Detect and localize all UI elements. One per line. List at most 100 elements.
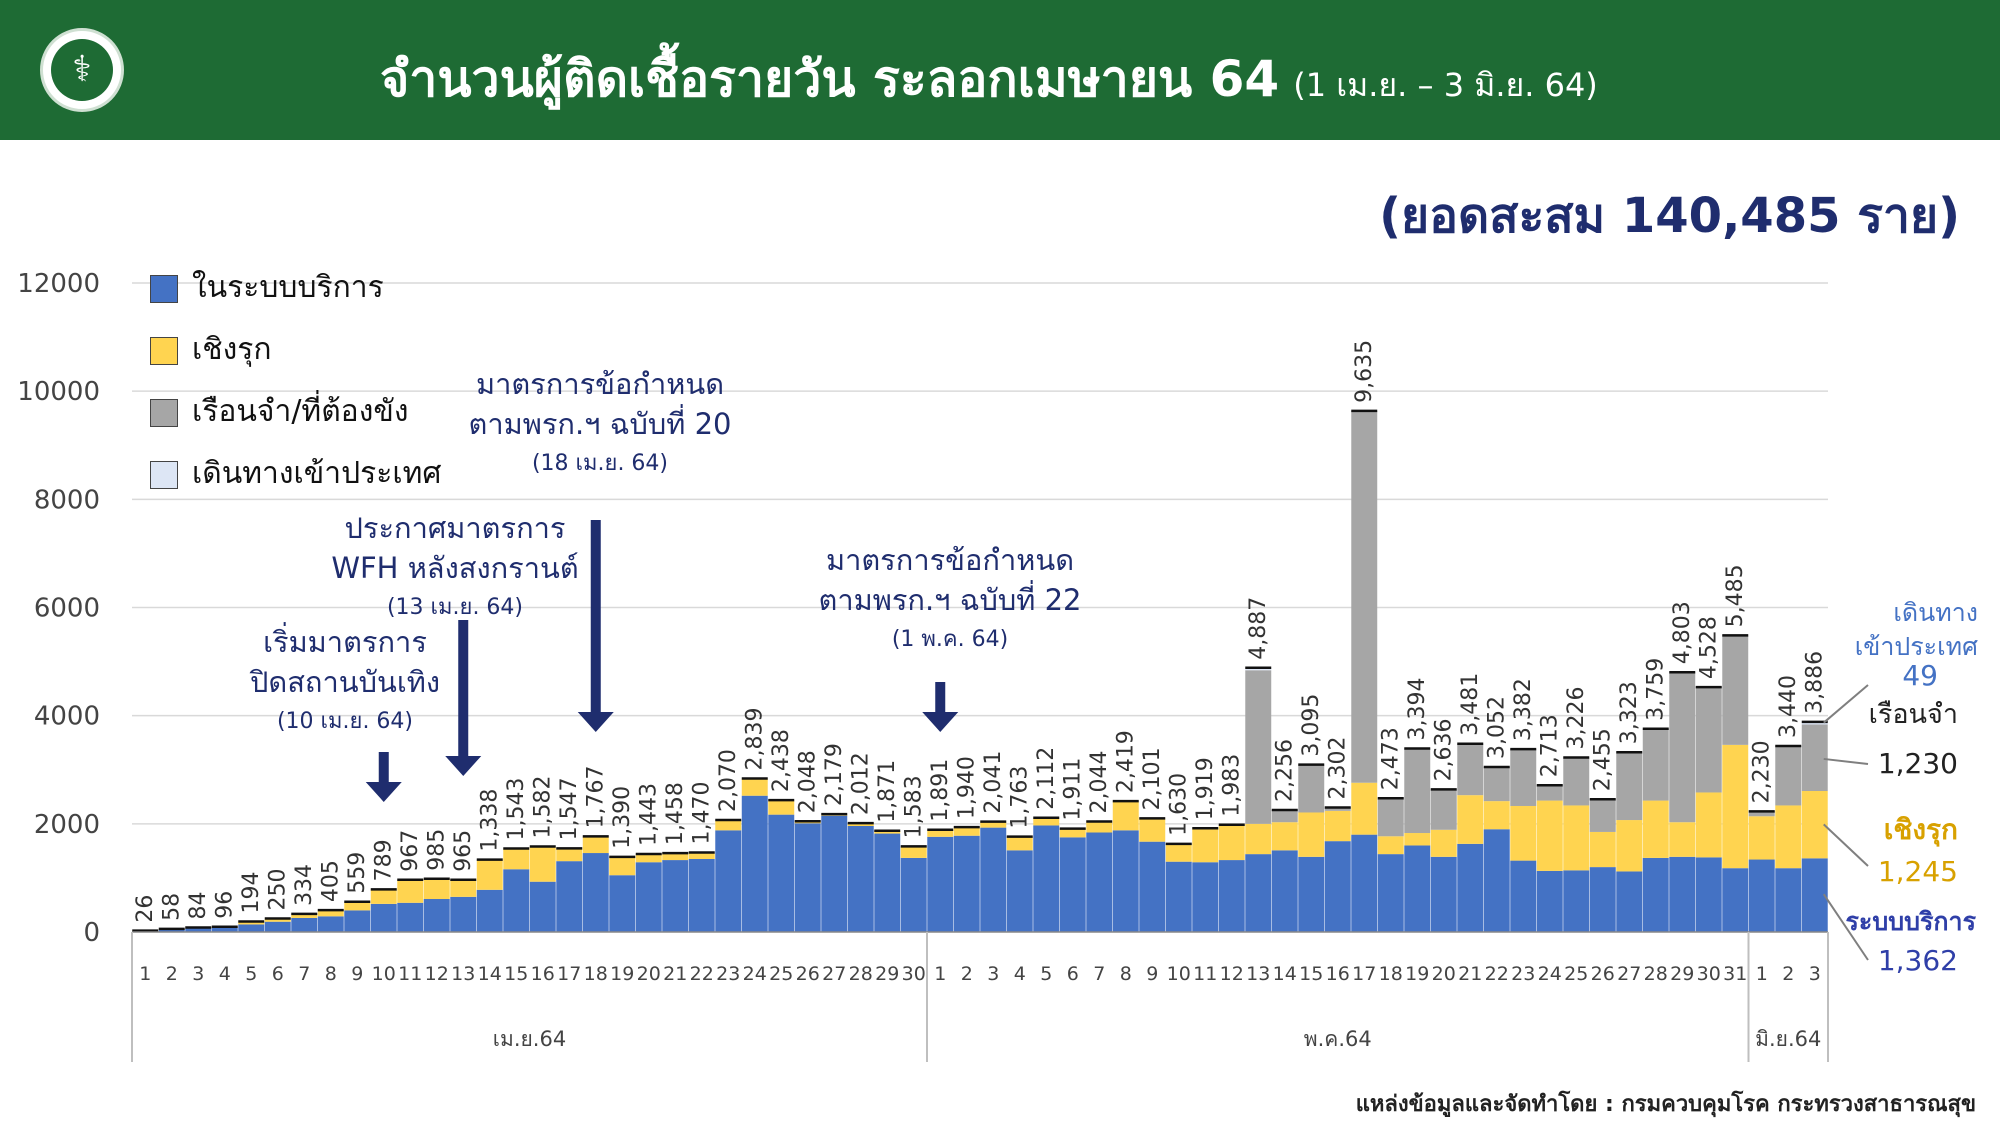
bar-segment-service bbox=[476, 889, 503, 932]
bar-segment-active bbox=[980, 821, 1007, 828]
bar-segment-service bbox=[874, 833, 901, 932]
bar-total-label: 2,302 bbox=[1326, 737, 1351, 800]
bar-segment-prison bbox=[1245, 670, 1272, 824]
x-tick-label: 14 bbox=[478, 963, 502, 985]
bar-segment-prison bbox=[1642, 728, 1669, 801]
bar-segment-service bbox=[238, 924, 265, 932]
legend-label-service: ในระบบบริการ bbox=[192, 270, 384, 305]
bar-segment-active bbox=[1086, 821, 1113, 833]
bar-segment-active bbox=[953, 827, 980, 836]
bar-segment-service bbox=[370, 903, 397, 932]
x-tick-label: 5 bbox=[245, 963, 257, 985]
x-tick-label: 9 bbox=[351, 963, 363, 985]
bar-segment-service bbox=[953, 835, 980, 932]
caduceus-icon: ⚕ bbox=[72, 49, 92, 90]
bar-total-label: 1,583 bbox=[902, 775, 927, 838]
annotation-date: (18 เม.ย. 64) bbox=[531, 451, 669, 476]
bar-segment-active bbox=[1218, 824, 1245, 861]
bar-total-label: 1,547 bbox=[557, 777, 582, 840]
bar-segment-prison bbox=[1536, 785, 1563, 801]
bar-segment-service bbox=[529, 881, 556, 932]
annotation-line: มาตรการข้อกำหนด bbox=[475, 367, 725, 401]
x-tick-label: 12 bbox=[425, 963, 449, 985]
bar-total-label: 559 bbox=[345, 852, 370, 894]
bar-total-label: 2,112 bbox=[1034, 747, 1059, 810]
bar-segment-active bbox=[1298, 812, 1325, 857]
bar-segment-prison bbox=[1563, 757, 1590, 806]
bar-segment-active bbox=[1059, 828, 1086, 838]
bar-segment-service bbox=[635, 862, 662, 932]
bar-total-label: 2,636 bbox=[1432, 718, 1457, 781]
bar-total-label: 1,871 bbox=[875, 760, 900, 823]
bar-segment-service bbox=[980, 827, 1007, 932]
bar-total-label: 967 bbox=[398, 830, 423, 872]
x-tick-label: 14 bbox=[1273, 963, 1297, 985]
bar-total-label: 1,582 bbox=[531, 775, 556, 838]
arrow-apr10-shaft bbox=[378, 752, 389, 784]
annotation-line: เริ่มมาตรการ bbox=[263, 625, 427, 659]
bar-segment-service bbox=[1483, 829, 1510, 932]
source-credit: แหล่งข้อมูลและจัดทำโดย : กรมควบคุมโรค กร… bbox=[1355, 1092, 1976, 1117]
x-tick-label: 26 bbox=[1591, 963, 1615, 985]
y-tick-label: 12000 bbox=[17, 269, 100, 299]
bar-segment-service bbox=[1457, 843, 1484, 932]
leader-active bbox=[1823, 823, 1869, 867]
y-tick-label: 6000 bbox=[34, 594, 100, 624]
bar-total-label: 2,713 bbox=[1538, 714, 1563, 777]
bar-segment-active bbox=[1510, 805, 1537, 861]
bar-segment-service bbox=[1139, 841, 1166, 932]
x-tick-label: 4 bbox=[1014, 963, 1026, 985]
legend-label-active: เชิงรุก bbox=[192, 332, 272, 367]
bar-total-label: 1,443 bbox=[637, 783, 662, 846]
month-label: พ.ค.64 bbox=[1304, 1027, 1372, 1051]
bar-segment-active bbox=[1669, 822, 1696, 857]
x-tick-label: 31 bbox=[1723, 963, 1747, 985]
bar-total-label: 2,839 bbox=[743, 707, 768, 770]
bar-segment-service bbox=[1430, 856, 1457, 932]
bar-total-label: 1,630 bbox=[1167, 773, 1192, 836]
annotation-decree-20: มาตรการข้อกำหนด ตามพรก.ฯ ฉบับที่ 20 (18 … bbox=[440, 364, 760, 484]
bar-segment-active bbox=[741, 778, 768, 796]
legend-label-prison: เรือนจำ/ที่ต้องขัง bbox=[192, 394, 409, 429]
bar-total-label: 2,455 bbox=[1591, 728, 1616, 791]
bar-segment-service bbox=[1722, 868, 1749, 932]
bar-segment-service bbox=[1589, 867, 1616, 932]
bar-segment-service bbox=[1404, 845, 1431, 932]
x-tick-label: 16 bbox=[1326, 963, 1350, 985]
bar-total-label: 334 bbox=[292, 864, 317, 906]
annotation-entertainment-closure: เริ่มมาตรการ ปิดสถานบันเทิง (10 เม.ย. 64… bbox=[230, 622, 460, 742]
bar-segment-active bbox=[1722, 744, 1749, 869]
x-tick-label: 25 bbox=[769, 963, 793, 985]
bar-total-label: 2,230 bbox=[1750, 740, 1775, 803]
bar-segment-prison bbox=[1377, 798, 1404, 837]
bar-segment-service bbox=[1165, 861, 1192, 932]
bar-segment-active bbox=[635, 853, 662, 863]
x-tick-label: 1 bbox=[139, 963, 151, 985]
bar-segment-active bbox=[1033, 817, 1060, 826]
bar-total-label: 84 bbox=[186, 891, 211, 919]
bar-segment-service bbox=[1563, 870, 1590, 932]
bar-total-label: 3,481 bbox=[1458, 673, 1483, 736]
bar-segment-service bbox=[397, 902, 424, 932]
bar-segment-prison bbox=[1748, 811, 1775, 817]
bar-segment-service bbox=[344, 910, 371, 932]
bar-segment-prison bbox=[1271, 809, 1298, 823]
bar-segment-travel bbox=[1801, 721, 1828, 725]
bar-segment-active bbox=[317, 910, 344, 917]
x-tick-label: 19 bbox=[610, 963, 634, 985]
month-label: เม.ย.64 bbox=[493, 1027, 566, 1051]
bar-segment-service bbox=[1192, 862, 1219, 932]
bar-total-label: 3,052 bbox=[1485, 696, 1510, 759]
bar-total-label: 250 bbox=[266, 868, 291, 910]
x-tick-label: 30 bbox=[1697, 963, 1721, 985]
bar-segment-active bbox=[768, 800, 795, 815]
bar-total-label: 3,759 bbox=[1644, 658, 1669, 721]
bar-total-label: 2,048 bbox=[796, 750, 821, 813]
x-tick-label: 8 bbox=[325, 963, 337, 985]
bar-segment-service bbox=[1775, 868, 1802, 932]
bar-segment-active bbox=[1351, 782, 1378, 835]
x-tick-label: 19 bbox=[1405, 963, 1429, 985]
month-label: มิ.ย.64 bbox=[1755, 1027, 1821, 1051]
x-tick-label: 3 bbox=[1809, 963, 1821, 985]
bar-segment-active bbox=[1404, 833, 1431, 846]
